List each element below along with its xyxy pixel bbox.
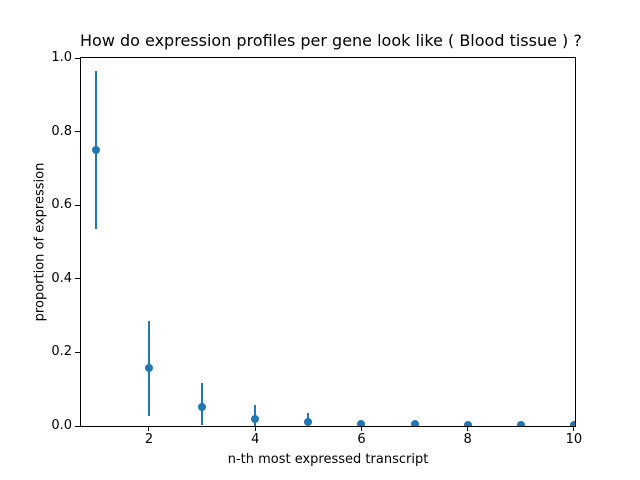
chart-title: How do expression profiles per gene look… xyxy=(80,31,582,50)
y-tick-label: 0.2 xyxy=(51,344,72,360)
x-tick xyxy=(148,426,150,431)
y-tick-label: 0.8 xyxy=(51,123,72,139)
data-point xyxy=(410,420,419,426)
data-point xyxy=(144,363,153,372)
x-axis-label: n-th most expressed transcript xyxy=(227,452,429,467)
x-tick-label: 6 xyxy=(357,432,366,447)
x-tick xyxy=(254,426,256,431)
y-tick xyxy=(75,351,80,353)
x-tick xyxy=(467,426,469,431)
data-point xyxy=(357,419,366,426)
x-tick-label: 10 xyxy=(565,432,583,447)
y-tick-label: 0.0 xyxy=(51,418,72,433)
y-tick-label: 0.6 xyxy=(51,197,72,213)
x-tick-label: 2 xyxy=(144,432,154,447)
data-point xyxy=(304,417,313,426)
x-tick xyxy=(573,426,575,431)
y-tick xyxy=(75,131,80,133)
data-point xyxy=(516,420,525,426)
y-axis-label: proportion of expression xyxy=(32,162,48,322)
data-point xyxy=(251,414,260,423)
x-tick-label: 8 xyxy=(463,432,472,447)
data-point xyxy=(198,402,207,411)
x-tick-label: 4 xyxy=(251,432,260,447)
y-tick xyxy=(75,425,80,427)
y-tick xyxy=(75,204,80,206)
plot-area xyxy=(80,57,576,427)
x-tick xyxy=(360,426,362,431)
y-tick xyxy=(75,278,80,280)
y-tick-label: 0.4 xyxy=(51,270,72,286)
y-tick xyxy=(75,57,80,59)
data-point xyxy=(91,146,100,154)
data-point xyxy=(569,421,575,426)
data-point xyxy=(463,420,472,426)
y-tick-label: 1.0 xyxy=(51,50,72,65)
